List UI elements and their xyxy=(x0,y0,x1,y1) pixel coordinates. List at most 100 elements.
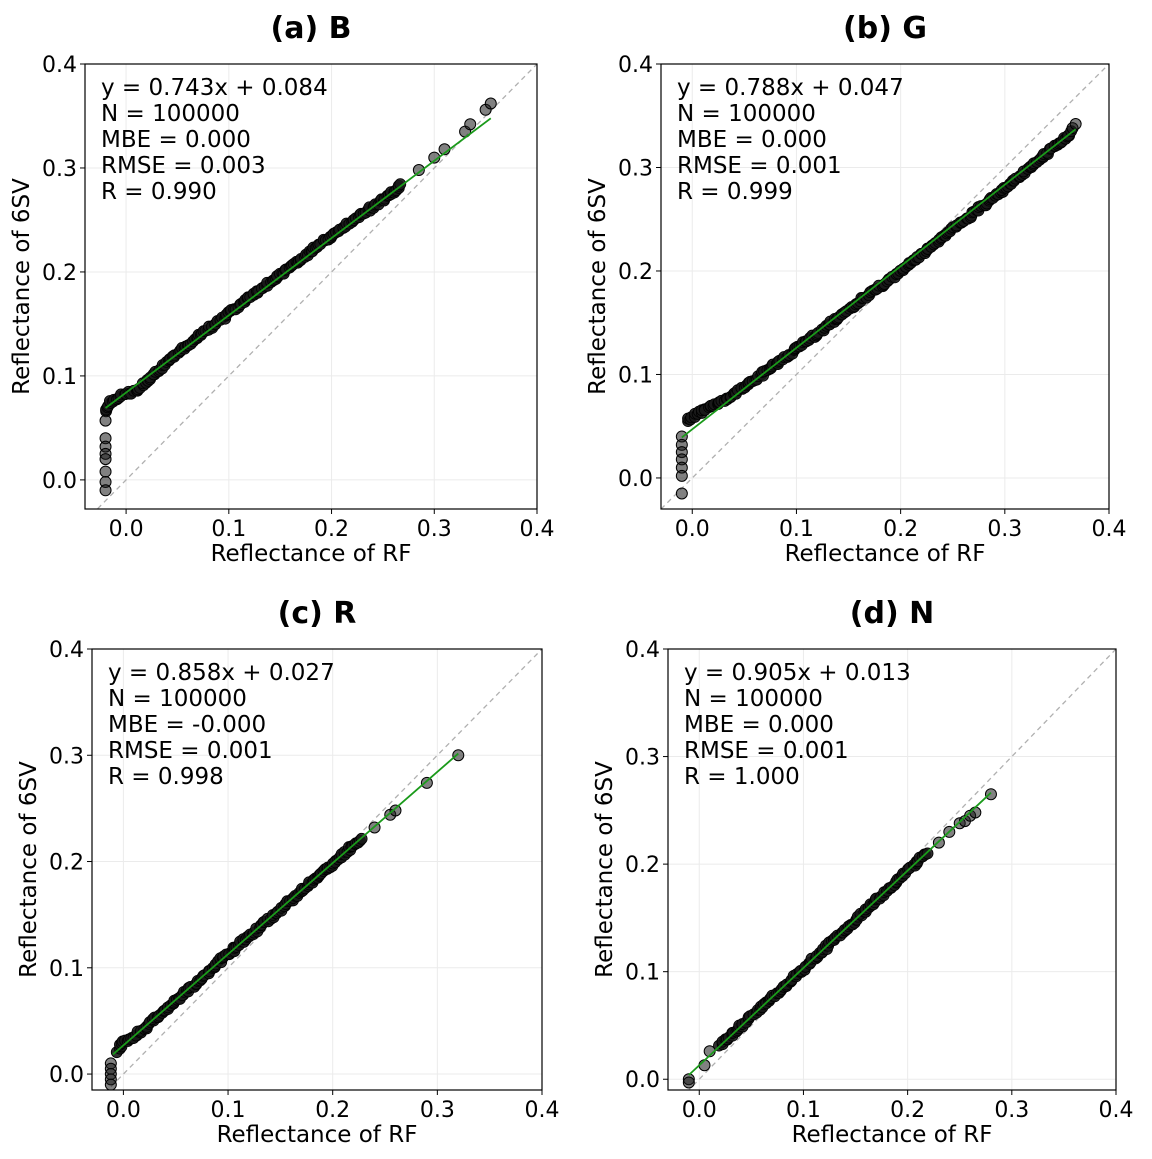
stats-line: R = 0.998 xyxy=(108,764,224,790)
y-axis-label: Reflectance of 6SV xyxy=(585,178,611,395)
y-tick-label: 0.4 xyxy=(618,53,653,78)
y-tick-label: 0.3 xyxy=(42,157,77,182)
y-tick-label: 0.2 xyxy=(625,853,660,878)
one-to-one-line xyxy=(106,649,542,1090)
stats-line: MBE = 0.000 xyxy=(684,712,834,738)
scatter-point xyxy=(675,487,688,500)
y-tick-label: 0.3 xyxy=(625,746,660,771)
panel-d: (d) N 0.0 0.1 0.2 0.3 0.4 0.0 0.1 0.2 0.3 0.4 y = 0… xyxy=(592,596,1134,1148)
y-tick-label: 0.0 xyxy=(618,467,653,492)
x-axis-label: Reflectance of RF xyxy=(217,1122,418,1148)
y-tick-label: 0.0 xyxy=(625,1068,660,1093)
x-tick-label: 0.2 xyxy=(890,1098,925,1123)
stats-line: N = 100000 xyxy=(108,686,247,712)
x-tick-label: 0.0 xyxy=(109,517,144,542)
stats-line: R = 1.000 xyxy=(684,764,800,790)
scatter-point xyxy=(1069,118,1082,131)
stats-line: N = 100000 xyxy=(101,101,240,127)
fit-line xyxy=(681,128,1077,439)
scatter-point xyxy=(389,804,402,817)
x-tick-label: 0.0 xyxy=(675,517,710,542)
x-tick-label: 0.4 xyxy=(1092,517,1127,542)
axes-frame xyxy=(91,648,543,1091)
stats-line: R = 0.990 xyxy=(101,179,217,205)
y-tick-label: 0.2 xyxy=(42,261,77,286)
x-tick-label: 0.4 xyxy=(520,517,555,542)
y-tick-label: 0.1 xyxy=(42,365,77,390)
scatter-point xyxy=(969,806,982,819)
chart-title: (b) G xyxy=(843,11,927,46)
y-tick-label: 0.4 xyxy=(49,638,84,663)
y-tick-label: 0.2 xyxy=(618,260,653,285)
scatter-point xyxy=(99,414,112,427)
x-tick-label: 0.1 xyxy=(779,517,814,542)
x-tick-label: 0.3 xyxy=(417,517,452,542)
scatter-point xyxy=(99,465,112,478)
axes-frame xyxy=(660,63,1110,510)
x-tick-label: 0.1 xyxy=(211,517,246,542)
stats-line: y = 0.905x + 0.013 xyxy=(684,660,911,686)
stats-line: N = 100000 xyxy=(684,686,823,712)
scatter-points xyxy=(682,788,997,1089)
stats-line: R = 0.999 xyxy=(677,179,793,205)
fit-line xyxy=(688,792,992,1076)
scatter-point xyxy=(104,1078,117,1090)
x-axis-label: Reflectance of RF xyxy=(785,541,986,567)
y-tick-label: 0.4 xyxy=(42,53,77,78)
x-axis-label: Reflectance of RF xyxy=(211,541,412,567)
stats-line: N = 100000 xyxy=(677,101,816,127)
y-tick-label: 0.0 xyxy=(42,469,77,494)
x-tick-label: 0.1 xyxy=(786,1098,821,1123)
y-tick-label: 0.4 xyxy=(625,638,660,663)
axes-frame xyxy=(667,648,1117,1091)
scatter-points xyxy=(104,749,465,1090)
stats-line: y = 0.788x + 0.047 xyxy=(677,75,904,101)
stats-line: MBE = 0.000 xyxy=(677,127,827,153)
stats-line: RMSE = 0.001 xyxy=(684,738,849,764)
stats-line: MBE = 0.000 xyxy=(101,127,251,153)
plot-area xyxy=(96,64,537,509)
fit-line xyxy=(112,752,459,1056)
scatter-point xyxy=(394,178,407,191)
plot-area xyxy=(682,649,1116,1090)
scatter-point xyxy=(412,164,425,177)
stats-line: RMSE = 0.001 xyxy=(677,153,842,179)
stats-line: y = 0.858x + 0.027 xyxy=(108,660,335,686)
panel-a: (a) B 0.0 0.1 0.2 0.3 0.4 0.0 0.1 0.2 0.3 0.4 y = 0… xyxy=(9,11,555,567)
x-tick-label: 0.3 xyxy=(994,1098,1029,1123)
plot-area xyxy=(104,649,542,1090)
x-tick-label: 0.0 xyxy=(682,1098,717,1123)
x-tick-label: 0.3 xyxy=(420,1098,455,1123)
scatter-point xyxy=(484,97,497,110)
plot-area xyxy=(661,64,1109,509)
y-tick-label: 0.1 xyxy=(49,957,84,982)
chart-title: (a) B xyxy=(271,11,352,46)
y-tick-label: 0.1 xyxy=(625,961,660,986)
fit-line xyxy=(105,117,492,409)
x-tick-label: 0.2 xyxy=(315,1098,350,1123)
one-to-one-line xyxy=(96,64,537,509)
chart-title: (d) N xyxy=(850,596,934,631)
y-axis-label: Reflectance of 6SV xyxy=(592,761,618,978)
stats-line: y = 0.743x + 0.084 xyxy=(101,75,328,101)
x-tick-label: 0.4 xyxy=(1099,1098,1134,1123)
x-tick-label: 0.0 xyxy=(106,1098,141,1123)
panel-c: (c) R 0.0 0.1 0.2 0.3 0.4 0.0 0.1 0.2 0.3 0.4 y = 0… xyxy=(16,596,560,1148)
axes-frame xyxy=(84,63,538,510)
scatter-point xyxy=(99,453,112,466)
stats-line: RMSE = 0.003 xyxy=(101,153,266,179)
y-tick-label: 0.0 xyxy=(49,1063,84,1088)
stats-line: MBE = -0.000 xyxy=(108,712,266,738)
y-tick-label: 0.3 xyxy=(49,744,84,769)
scatter-point xyxy=(452,749,465,762)
y-tick-label: 0.1 xyxy=(618,363,653,388)
y-tick-label: 0.3 xyxy=(618,156,653,181)
x-tick-label: 0.2 xyxy=(314,517,349,542)
y-axis-label: Reflectance of 6SV xyxy=(16,761,42,978)
scatter-point xyxy=(921,847,934,860)
stats-line: RMSE = 0.001 xyxy=(108,738,273,764)
scatter-point xyxy=(99,484,112,497)
x-axis-label: Reflectance of RF xyxy=(792,1122,993,1148)
chart-title: (c) R xyxy=(278,596,357,631)
x-tick-label: 0.3 xyxy=(987,517,1022,542)
